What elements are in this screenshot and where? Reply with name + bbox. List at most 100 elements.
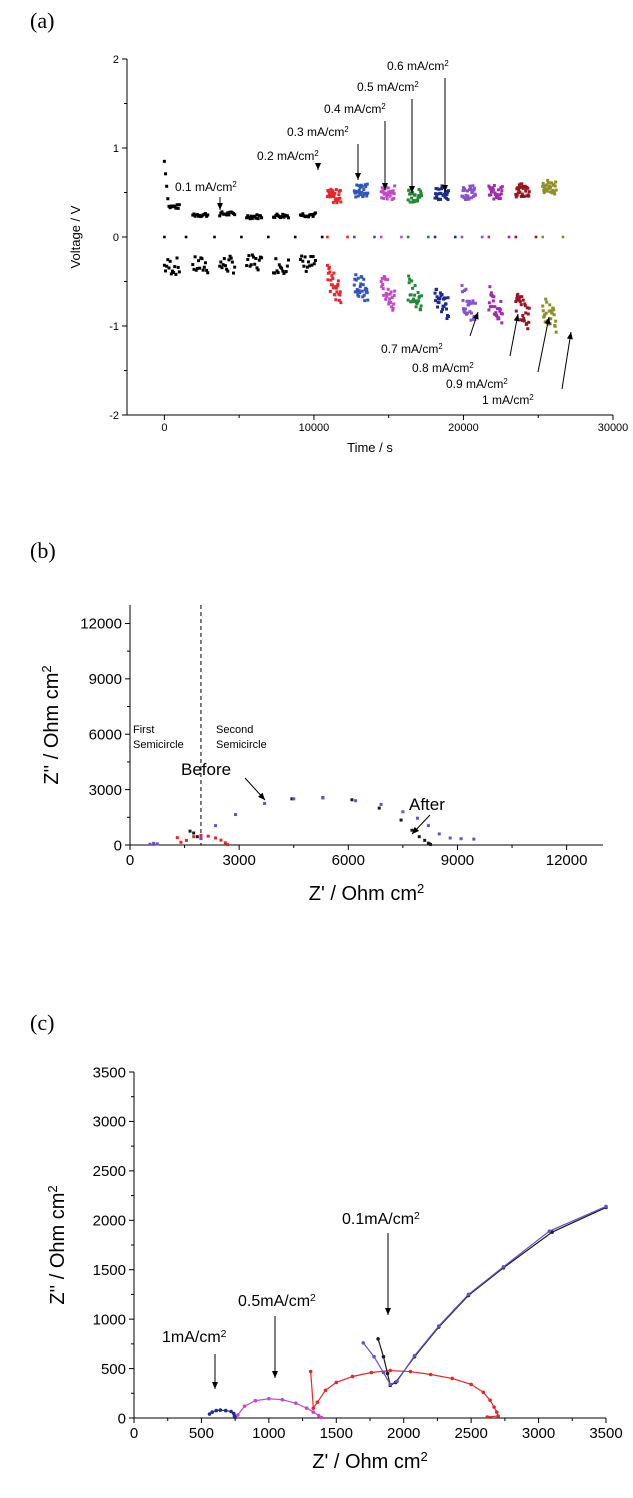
data-point-neg (551, 306, 555, 310)
data-point-pos (413, 193, 417, 197)
data-point-pos (491, 188, 495, 192)
data-point-pos (364, 185, 368, 189)
data-point-pos (518, 186, 522, 190)
arrow-top-head (315, 163, 321, 170)
data-point (472, 837, 476, 841)
data-point-pos (544, 187, 548, 191)
data-point-pos (527, 190, 531, 194)
panel-label-a: (a) (30, 8, 55, 33)
data-point-neg (541, 304, 545, 308)
data-point-neg (549, 309, 553, 313)
data-point-rest (561, 235, 565, 239)
data-point-neg (461, 298, 465, 302)
data-point-pos (254, 216, 258, 220)
data-point-neg (392, 302, 396, 306)
data-point-neg (245, 264, 249, 268)
data-point-pos (388, 194, 392, 198)
data-point-neg (325, 263, 329, 267)
data-point-neg (255, 266, 259, 270)
data-point-neg (193, 255, 197, 259)
data-point-neg (549, 317, 553, 321)
y-tick-label: 3500 (93, 1064, 126, 1081)
data-point-neg (307, 260, 311, 264)
data-point-neg (302, 264, 306, 268)
data-point-neg (167, 266, 171, 270)
x-tick-label: 6000 (332, 852, 365, 869)
data-point-pos (526, 186, 530, 190)
data-point-pos (329, 187, 333, 191)
data-point (229, 1409, 233, 1414)
data-point-neg (334, 298, 338, 302)
data-point-pos (227, 213, 231, 217)
data-point-pos (554, 180, 558, 184)
data-point-rest (267, 235, 270, 239)
data-point (334, 1380, 339, 1385)
data-point-neg (175, 256, 179, 260)
data-point-neg (335, 290, 339, 294)
annotation-bottom: 1 mA/cm2 (482, 393, 534, 408)
data-point-neg (227, 258, 231, 262)
data-point-neg (460, 283, 464, 287)
data-point-pos (471, 194, 475, 198)
data-point-rest (326, 235, 329, 239)
data-point-neg (173, 265, 177, 269)
arrow-0.1mA-head (385, 1308, 391, 1315)
data-point (429, 842, 433, 846)
data-point-neg (526, 312, 530, 316)
data-point-neg (542, 314, 546, 318)
data-point-pos (331, 200, 335, 204)
data-point-rest (400, 235, 403, 239)
y-tick-label: 0 (113, 232, 119, 244)
data-point-neg (359, 282, 363, 286)
data-point-pos (281, 212, 285, 216)
data-point (152, 841, 156, 845)
data-point-pos (253, 214, 257, 218)
annotation-0.1: 0.1 mA/cm2 (175, 180, 237, 195)
region-label-first: First (133, 724, 154, 736)
data-point-pos (300, 213, 304, 217)
data-point (547, 1229, 552, 1233)
data-point (379, 802, 383, 806)
y-tick-label: 0 (118, 1410, 126, 1427)
data-point-neg (385, 293, 389, 297)
data-point-neg (172, 270, 176, 274)
data-point (242, 1404, 247, 1408)
data-point-neg (552, 308, 556, 312)
annotation-0.5mA: 0.5mA/cm2 (238, 1293, 316, 1311)
data-point-neg (527, 320, 531, 324)
data-point-pos (492, 184, 496, 188)
data-point-pos (310, 213, 314, 217)
region-label-second: Semicircle (216, 739, 267, 751)
y-tick-label: 9000 (89, 671, 122, 688)
data-point-neg (382, 293, 386, 297)
data-point (304, 1406, 309, 1410)
data-point-pos (301, 212, 305, 216)
data-point-neg (389, 300, 393, 304)
data-point-pos (353, 191, 357, 195)
data-point-pos (491, 186, 495, 190)
data-point-pos (335, 201, 339, 205)
data-point-pos (553, 184, 557, 188)
data-point-neg (221, 263, 225, 267)
arrow-0.1-head (217, 203, 223, 210)
data-point-neg (391, 307, 395, 311)
data-point-neg (169, 272, 173, 276)
data-point-pos (444, 189, 448, 193)
y-tick-label: 500 (101, 1361, 126, 1378)
data-point-neg (200, 257, 204, 261)
data-point-pos (406, 198, 410, 202)
data-point-neg (336, 279, 340, 283)
data-point (207, 1412, 212, 1416)
data-point-neg (494, 311, 498, 315)
data-point-neg (333, 285, 337, 289)
data-point-neg (441, 307, 445, 311)
annotation-bottom: 0.7 mA/cm2 (381, 342, 443, 357)
data-point-rest (507, 235, 511, 239)
data-point-pos (260, 216, 264, 220)
data-point-pos (546, 181, 550, 185)
data-point-neg (380, 285, 384, 289)
data-point-neg (338, 290, 342, 294)
panel-a: (a) 0 10000 20000 30000 -2 -1 0 1 2 Time / s Volta… (0, 0, 633, 480)
data-point-neg (388, 297, 392, 301)
data-point-pos (256, 217, 260, 221)
